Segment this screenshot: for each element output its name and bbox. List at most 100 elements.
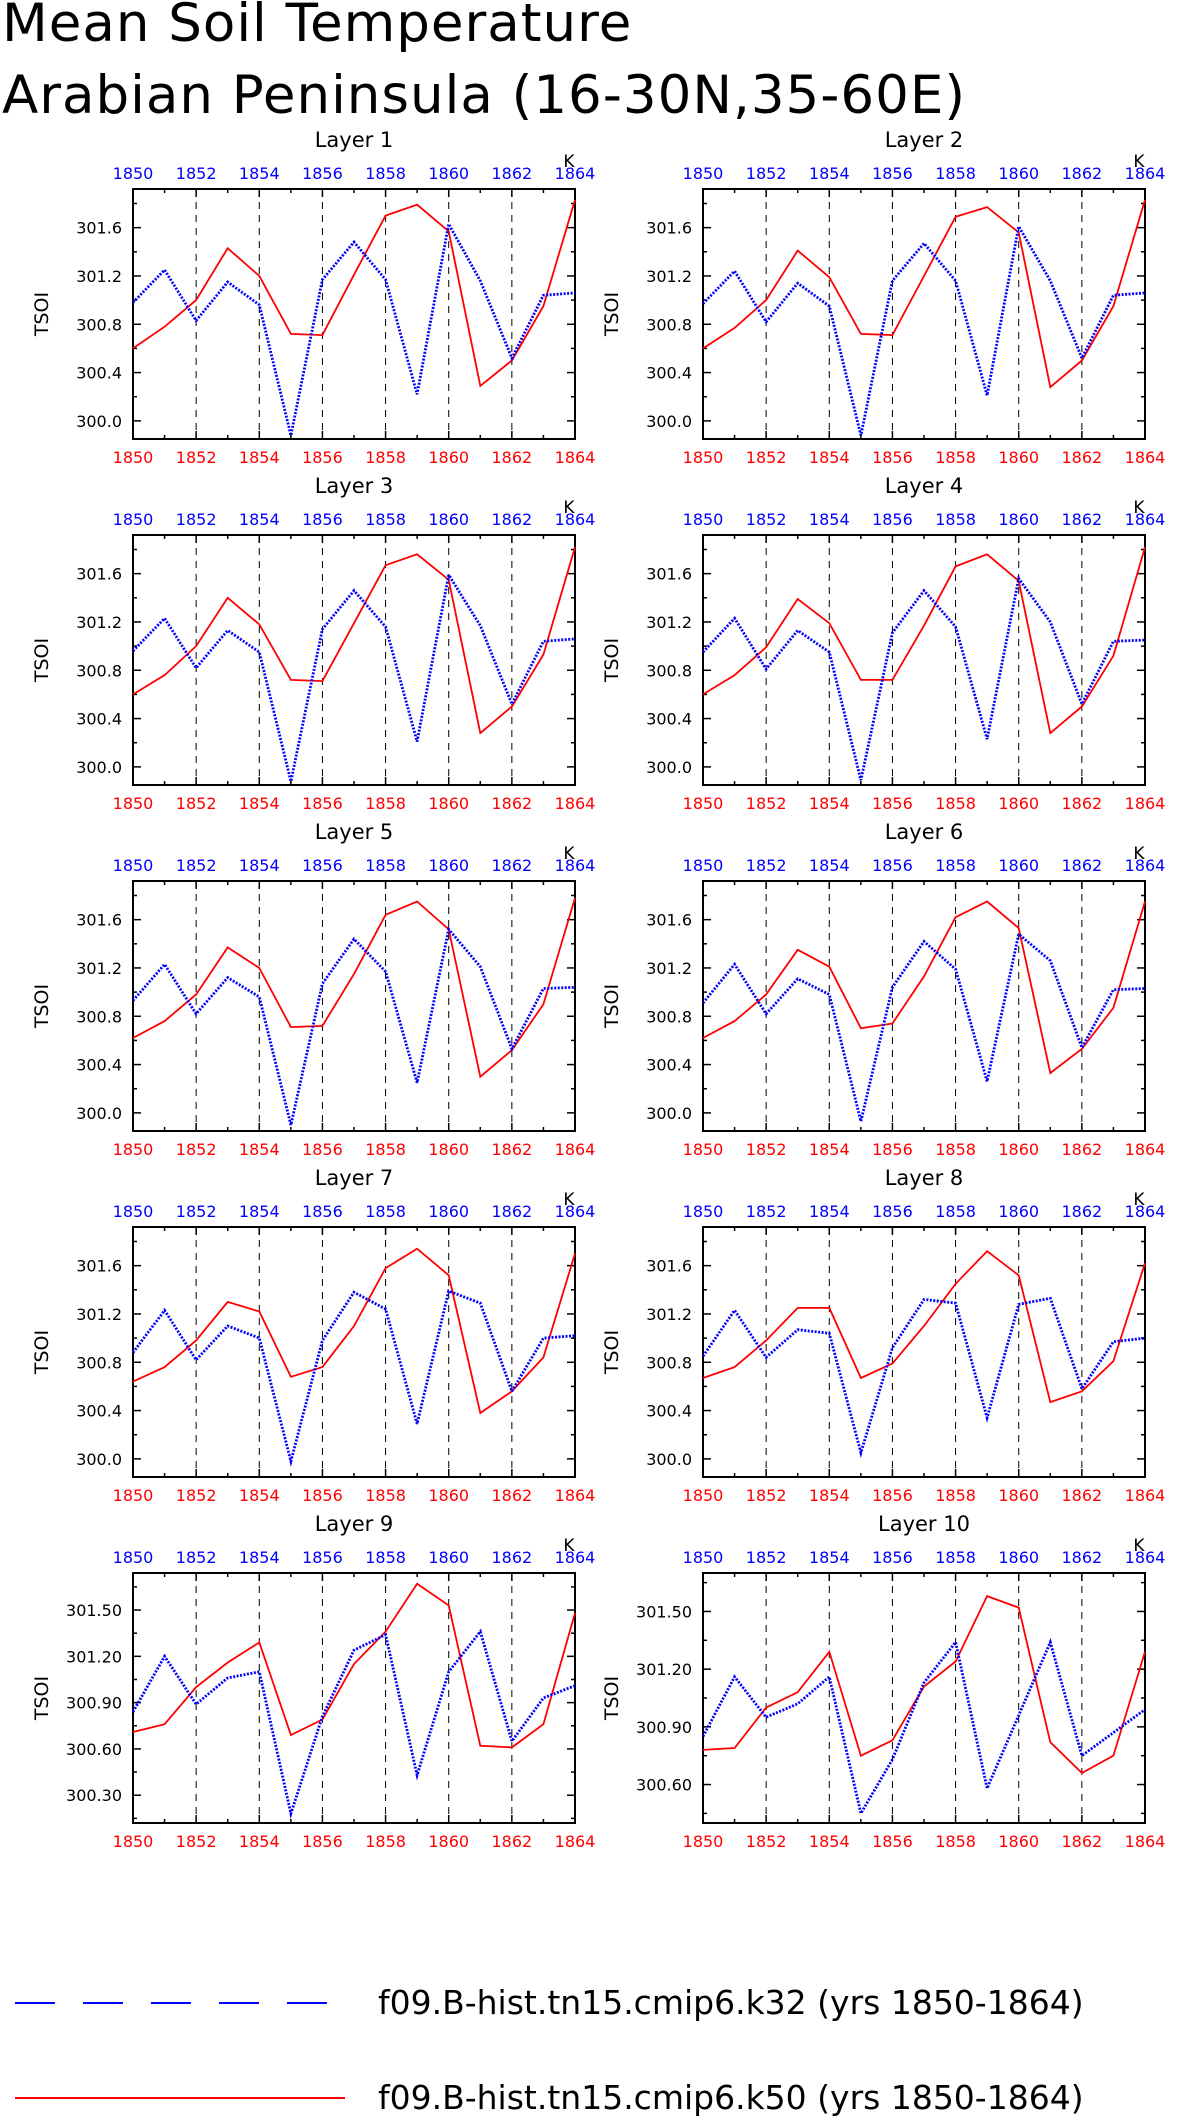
y-tick-label: 300.8 <box>646 661 692 680</box>
x-tick-label: 1860 <box>428 1832 469 1851</box>
x-tick-label: 1852 <box>746 794 787 813</box>
x-tick-label: 1856 <box>872 448 913 467</box>
x-tick-label-top: 1854 <box>809 164 850 183</box>
y-tick-label: 300.0 <box>646 758 692 777</box>
x-tick-label-top: 1852 <box>746 510 787 529</box>
top-axis-label: K <box>1133 498 1145 518</box>
panels-group: Layer 1 1850 1850 1852 1852 1854 1854 1856 1856 1… <box>31 128 1165 1851</box>
y-tick-label: 301.2 <box>76 267 122 286</box>
x-tick-label-top: 1852 <box>176 1202 217 1221</box>
x-tick-label-top: 1860 <box>428 1202 469 1221</box>
chart-panel-2: Layer 2 1850 1850 1852 1852 1854 1854 1856 1856 1… <box>601 128 1165 467</box>
x-tick-label: 1862 <box>1061 1832 1102 1851</box>
x-tick-label-top: 1862 <box>491 1548 532 1567</box>
x-tick-label: 1854 <box>239 1832 280 1851</box>
x-tick-label-top: 1854 <box>239 856 280 875</box>
top-axis-label: K <box>1133 844 1145 864</box>
y-axis-label: TSOI <box>31 1330 53 1375</box>
x-tick-label: 1862 <box>491 1832 532 1851</box>
x-tick-label: 1850 <box>113 1486 154 1505</box>
series-line-k50 <box>132 1247 576 1415</box>
y-tick-label: 301.20 <box>636 1660 692 1679</box>
x-tick-label: 1862 <box>1061 794 1102 813</box>
figure-title-line1: Mean Soil Temperature <box>2 0 632 54</box>
x-tick-label-top: 1850 <box>683 164 724 183</box>
x-tick-label: 1860 <box>998 1486 1039 1505</box>
x-tick-label-top: 1862 <box>491 1202 532 1221</box>
y-axis-label: TSOI <box>601 292 623 337</box>
y-tick-label: 301.6 <box>646 565 692 584</box>
x-tick-label: 1856 <box>302 448 343 467</box>
x-tick-label-top: 1864 <box>1125 856 1166 875</box>
figure-title-line2: Arabian Peninsula (16-30N,35-60E) <box>2 65 966 126</box>
x-tick-label-top: 1860 <box>998 1548 1039 1567</box>
plot-frame <box>132 534 576 786</box>
x-tick-label: 1862 <box>1061 1486 1102 1505</box>
x-tick-label: 1850 <box>113 794 154 813</box>
y-axis-label: TSOI <box>31 984 53 1029</box>
x-tick-label: 1856 <box>872 1832 913 1851</box>
series-line-k50 <box>702 546 1146 735</box>
x-tick-label-top: 1856 <box>872 856 913 875</box>
x-tick-label-top: 1850 <box>113 1548 154 1567</box>
y-axis-label: TSOI <box>601 984 623 1029</box>
x-tick-label: 1850 <box>683 448 724 467</box>
x-tick-label: 1856 <box>302 1832 343 1851</box>
y-tick-label: 300.8 <box>76 1007 122 1026</box>
x-tick-label-top: 1858 <box>935 510 976 529</box>
y-tick-label: 300.0 <box>646 1450 692 1469</box>
x-tick-label-top: 1864 <box>555 1202 596 1221</box>
x-tick-label: 1854 <box>239 448 280 467</box>
x-tick-label-top: 1854 <box>809 1202 850 1221</box>
series-line-k32 <box>131 1628 576 1820</box>
chart-panel-3: Layer 3 1850 1850 1852 1852 1854 1854 1856 1856 1… <box>31 474 595 813</box>
x-tick-label-top: 1850 <box>683 856 724 875</box>
x-tick-label: 1858 <box>365 1140 406 1159</box>
x-tick-label-top: 1858 <box>365 856 406 875</box>
y-tick-label: 300.0 <box>646 412 692 431</box>
x-tick-label-top: 1860 <box>998 510 1039 529</box>
y-tick-label: 300.4 <box>646 1402 692 1421</box>
series-line-k50 <box>132 1582 576 1749</box>
x-tick-label: 1850 <box>113 1140 154 1159</box>
x-tick-label: 1858 <box>935 1832 976 1851</box>
y-tick-label: 301.2 <box>646 613 692 632</box>
y-tick-label: 301.2 <box>76 959 122 978</box>
x-tick-label-top: 1856 <box>302 1548 343 1567</box>
x-tick-label-top: 1852 <box>746 1548 787 1567</box>
x-tick-label: 1864 <box>1125 1486 1166 1505</box>
x-tick-label-top: 1856 <box>302 856 343 875</box>
panel-title: Layer 9 <box>315 1512 394 1536</box>
x-tick-label: 1852 <box>176 794 217 813</box>
plot-frame <box>702 534 1146 786</box>
x-tick-label: 1850 <box>683 794 724 813</box>
x-tick-label-top: 1864 <box>555 510 596 529</box>
series-line-k32 <box>131 219 576 436</box>
x-tick-label: 1862 <box>491 1486 532 1505</box>
y-tick-label: 300.90 <box>66 1694 122 1713</box>
x-tick-label-top: 1850 <box>683 510 724 529</box>
x-tick-label: 1858 <box>935 448 976 467</box>
x-tick-label-top: 1860 <box>428 510 469 529</box>
x-tick-label: 1860 <box>998 1140 1039 1159</box>
x-tick-label: 1864 <box>1125 448 1166 467</box>
x-tick-label-top: 1862 <box>1061 856 1102 875</box>
chart-panel-1: Layer 1 1850 1850 1852 1852 1854 1854 1856 1856 1… <box>31 128 595 467</box>
x-tick-label: 1864 <box>555 1140 596 1159</box>
chart-panel-10: Layer 10 1850 1850 1852 1852 1854 1854 1856 1856… <box>601 1512 1165 1851</box>
top-axis-label: K <box>563 1190 575 1210</box>
y-tick-label: 300.0 <box>76 1450 122 1469</box>
x-tick-label-top: 1856 <box>872 510 913 529</box>
y-tick-label: 301.6 <box>646 911 692 930</box>
x-tick-label-top: 1864 <box>555 1548 596 1567</box>
x-tick-label-top: 1854 <box>809 510 850 529</box>
top-axis-label: K <box>563 844 575 864</box>
series-line-k50 <box>702 900 1146 1075</box>
x-tick-label: 1858 <box>365 1832 406 1851</box>
x-tick-label: 1864 <box>555 794 596 813</box>
x-tick-label: 1860 <box>428 448 469 467</box>
x-tick-label: 1858 <box>365 1486 406 1505</box>
x-tick-label: 1864 <box>1125 1832 1166 1851</box>
x-tick-label: 1856 <box>302 1140 343 1159</box>
panel-title: Layer 4 <box>885 474 964 498</box>
